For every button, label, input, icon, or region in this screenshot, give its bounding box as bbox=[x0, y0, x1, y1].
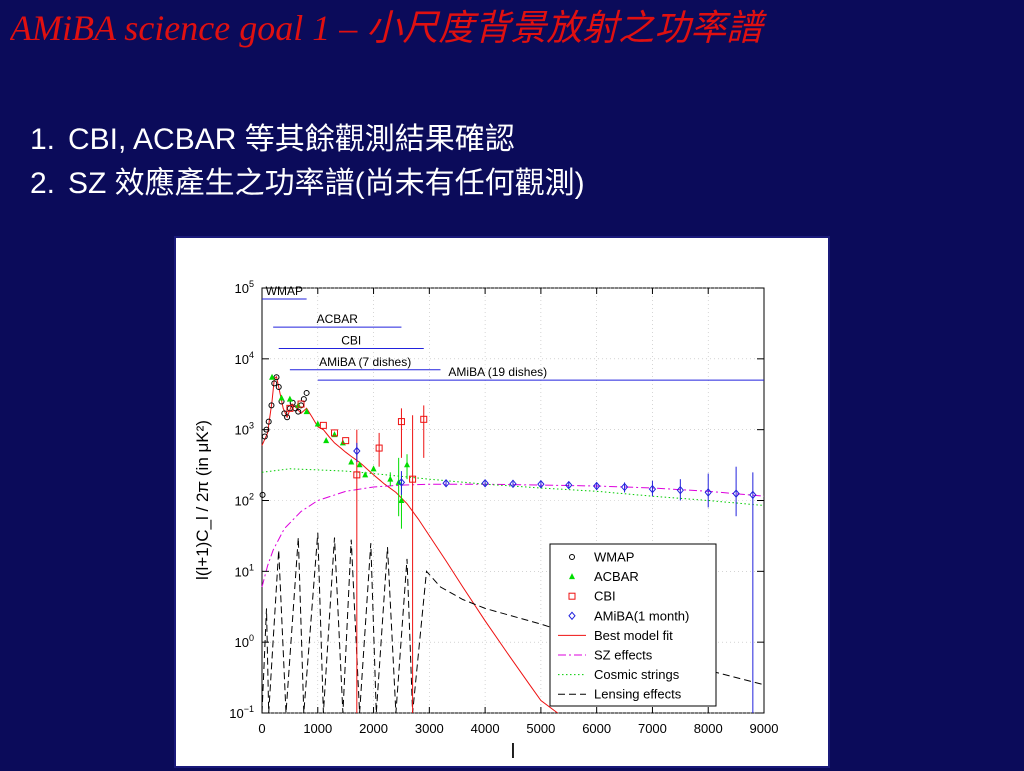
acbar-point bbox=[356, 461, 363, 468]
coverage-label: WMAP bbox=[266, 284, 303, 298]
amiba-point bbox=[509, 479, 517, 489]
x-tick-label: 1000 bbox=[303, 721, 332, 736]
slide-title: AMiBA science goal 1 – 小尺度背景放射之功率譜 bbox=[10, 8, 763, 48]
acbar-point bbox=[269, 373, 276, 380]
acbar-legend-swatch bbox=[569, 573, 575, 580]
x-tick-label: 9000 bbox=[750, 721, 779, 736]
y-tick-label: 101 bbox=[235, 562, 254, 579]
bullet-text: CBI, ACBAR 等其餘觀測結果確認 bbox=[68, 123, 515, 156]
x-tick-label: 2000 bbox=[359, 721, 388, 736]
amiba-point bbox=[593, 481, 601, 491]
amiba-point bbox=[648, 484, 657, 494]
acbar-point bbox=[398, 497, 405, 503]
amiba-point bbox=[353, 446, 361, 456]
wmap-point bbox=[275, 384, 282, 391]
cbi-point bbox=[319, 421, 327, 429]
bullet-list: 1. CBI, ACBAR 等其餘觀測結果確認 2. SZ 效應產生之功率譜(尚… bbox=[30, 118, 585, 206]
y-tick-label: 103 bbox=[235, 421, 254, 438]
coverage-label: AMiBA (7 dishes) bbox=[319, 355, 411, 369]
wmap-point bbox=[303, 389, 310, 396]
amiba-point bbox=[704, 488, 712, 497]
bullet-item: 2. SZ 效應產生之功率譜(尚未有任何觀測) bbox=[30, 162, 585, 206]
acbar-point bbox=[278, 394, 285, 401]
x-tick-label: 7000 bbox=[638, 721, 667, 736]
wmap-point bbox=[271, 380, 278, 387]
x-tick-label: 8000 bbox=[694, 721, 723, 736]
bullet-item: 1. CBI, ACBAR 等其餘觀測結果確認 bbox=[30, 118, 585, 162]
bullet-number: 2. bbox=[30, 167, 56, 200]
x-tick-label: 5000 bbox=[526, 721, 555, 736]
x-tick-label: 4000 bbox=[471, 721, 500, 736]
legend-label: SZ effects bbox=[594, 648, 653, 663]
amiba-point bbox=[442, 479, 450, 488]
coverage-label: CBI bbox=[341, 333, 361, 347]
wmap-point bbox=[268, 402, 275, 409]
cbi-point bbox=[397, 418, 405, 426]
acbar-point bbox=[362, 471, 369, 478]
acbar-point bbox=[348, 458, 355, 465]
amiba-point bbox=[565, 480, 573, 490]
cbi-point bbox=[331, 429, 339, 437]
wmap-point bbox=[261, 433, 268, 440]
acbar-point bbox=[387, 475, 394, 482]
cbi-point bbox=[409, 475, 417, 483]
x-tick-label: 0 bbox=[258, 721, 265, 736]
legend-label: Best model fit bbox=[594, 628, 673, 643]
amiba-point bbox=[676, 485, 684, 495]
cbi-point bbox=[297, 400, 305, 408]
y-tick-label: 104 bbox=[235, 350, 254, 367]
legend-label: ACBAR bbox=[594, 569, 639, 584]
wmap-point bbox=[265, 418, 272, 425]
coverage-label: AMiBA (19 dishes) bbox=[448, 365, 547, 379]
y-tick-label: 100 bbox=[235, 633, 254, 650]
wmap-point bbox=[273, 374, 280, 381]
legend-label: CBI bbox=[594, 589, 616, 604]
bullet-text: SZ 效應產生之功率譜(尚未有任何觀測) bbox=[68, 167, 585, 200]
acbar-point bbox=[303, 408, 310, 415]
amiba-point bbox=[481, 479, 489, 488]
amiba-point bbox=[537, 479, 545, 489]
acbar-point bbox=[286, 395, 293, 402]
bullet-number: 1. bbox=[30, 123, 56, 156]
wmap-point bbox=[284, 414, 291, 421]
x-tick-label: 3000 bbox=[415, 721, 444, 736]
chart-panel: WMAP ACBAR CBI AMiBA (7 dishes) AMiBA (19 di… bbox=[174, 236, 830, 768]
x-tick-label: 6000 bbox=[582, 721, 611, 736]
coverage-label: ACBAR bbox=[317, 312, 359, 326]
y-axis-label: l(l+1)C_l / 2π (in μK²) bbox=[193, 420, 212, 580]
wmap-legend-swatch bbox=[569, 554, 575, 560]
y-tick-label: 10−1 bbox=[229, 704, 254, 721]
amiba-point bbox=[749, 490, 757, 500]
y-tick-label: 105 bbox=[235, 279, 254, 296]
legend-label: AMiBA(1 month) bbox=[594, 608, 689, 623]
amiba-legend-swatch bbox=[568, 611, 576, 621]
legend-label: Cosmic strings bbox=[594, 667, 680, 682]
acbar-point bbox=[323, 437, 330, 444]
y-tick-label: 102 bbox=[235, 492, 254, 509]
best_fit-curve bbox=[261, 375, 558, 714]
wmap-point bbox=[281, 410, 288, 417]
legend-label: WMAP bbox=[594, 550, 634, 565]
cbi-point bbox=[286, 404, 294, 412]
cbi-legend-swatch bbox=[568, 592, 576, 600]
acbar-point bbox=[314, 420, 321, 427]
acbar-point bbox=[370, 465, 377, 472]
lensing-curve bbox=[261, 532, 765, 714]
legend-label: Lensing effects bbox=[594, 687, 682, 702]
amiba-point bbox=[732, 489, 740, 498]
cbi-point bbox=[353, 471, 361, 479]
cbi-point bbox=[420, 415, 428, 423]
legend-box bbox=[549, 543, 717, 707]
wmap-point bbox=[295, 408, 302, 415]
sz-curve bbox=[261, 483, 765, 588]
power-spectrum-chart: WMAP ACBAR CBI AMiBA (7 dishes) AMiBA (19 di… bbox=[193, 279, 779, 763]
wmap-point bbox=[259, 491, 266, 498]
amiba-point bbox=[397, 478, 406, 487]
strings-curve bbox=[261, 468, 765, 506]
amiba-point bbox=[620, 482, 629, 492]
cbi-point bbox=[375, 444, 383, 452]
cbi-point bbox=[342, 437, 350, 445]
x-axis-label: l bbox=[511, 741, 515, 763]
acbar-point bbox=[404, 461, 411, 468]
